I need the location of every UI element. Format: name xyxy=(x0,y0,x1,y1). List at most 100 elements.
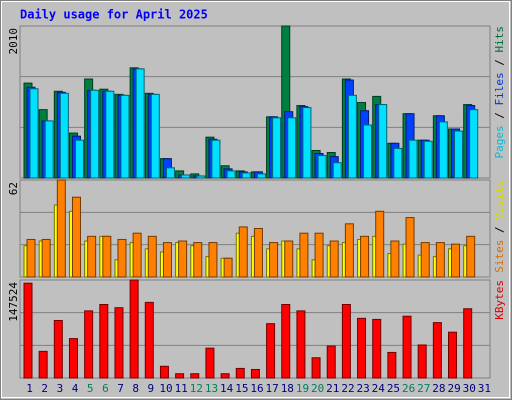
legend-entry: KBytes xyxy=(493,280,506,320)
legend-entry: Sites xyxy=(493,240,506,273)
bar xyxy=(256,173,266,179)
bar xyxy=(87,235,97,278)
bar xyxy=(178,240,188,278)
bar xyxy=(360,235,370,278)
bar xyxy=(375,210,385,278)
bar xyxy=(332,162,342,179)
bar xyxy=(253,228,263,278)
bar xyxy=(363,124,373,179)
x-tick-label: 25 xyxy=(387,382,400,395)
bar xyxy=(135,68,145,179)
bar xyxy=(466,235,476,278)
bar xyxy=(281,304,291,379)
x-tick-label: 13 xyxy=(205,382,218,395)
x-tick-label: 23 xyxy=(357,382,370,395)
x-tick-label: 8 xyxy=(132,382,139,395)
bar xyxy=(84,310,94,379)
bar xyxy=(238,226,248,278)
x-tick-label: 2 xyxy=(41,382,48,395)
x-tick-label: 15 xyxy=(235,382,248,395)
bar xyxy=(417,344,427,379)
bar xyxy=(405,217,415,278)
legend-separator: / xyxy=(493,53,506,73)
bar xyxy=(326,345,336,379)
bar xyxy=(423,140,433,179)
legend-entry: Visits xyxy=(493,180,506,220)
bar xyxy=(56,179,66,278)
bar xyxy=(175,373,185,379)
x-tick-label: 9 xyxy=(148,382,155,395)
x-tick-label: 4 xyxy=(72,382,79,395)
bar xyxy=(53,319,63,379)
y-tick-label: 62 xyxy=(7,182,20,195)
bar xyxy=(296,310,306,379)
bar xyxy=(102,235,112,278)
bar xyxy=(208,242,218,278)
x-tick-label: 5 xyxy=(87,382,94,395)
x-tick-label: 17 xyxy=(266,382,279,395)
x-tick-label: 6 xyxy=(102,382,109,395)
bar xyxy=(159,365,169,379)
bar xyxy=(454,130,464,179)
bar xyxy=(29,88,39,179)
bar xyxy=(463,308,473,379)
bar xyxy=(220,373,230,379)
bar xyxy=(129,279,139,379)
legend: KBytes xyxy=(493,280,506,320)
bar xyxy=(196,175,206,179)
bar xyxy=(147,235,157,278)
bar xyxy=(71,196,81,278)
x-tick-label: 20 xyxy=(311,382,324,395)
bar xyxy=(311,357,321,379)
bar xyxy=(59,92,69,179)
legend: Pages / Files / Hits xyxy=(493,26,506,159)
y-tick-label: 147524 xyxy=(7,282,20,322)
bar xyxy=(347,94,357,179)
x-tick-label: 29 xyxy=(447,382,460,395)
bar xyxy=(120,94,130,179)
x-tick-label: 19 xyxy=(296,382,309,395)
x-tick-label: 27 xyxy=(417,382,430,395)
x-tick-label: 14 xyxy=(220,382,234,395)
bar xyxy=(235,367,245,379)
bar xyxy=(378,104,388,179)
bar xyxy=(74,139,84,179)
bar xyxy=(372,318,382,379)
x-tick-label: 18 xyxy=(281,382,294,395)
bar xyxy=(451,243,461,278)
bar xyxy=(114,307,124,379)
bar xyxy=(420,242,430,278)
x-tick-label: 10 xyxy=(159,382,172,395)
x-tick-label: 24 xyxy=(372,382,386,395)
x-tick-label: 11 xyxy=(175,382,188,395)
x-tick-label: 16 xyxy=(250,382,263,395)
bar xyxy=(193,242,203,278)
bar xyxy=(165,167,175,179)
bar xyxy=(41,238,51,278)
bar xyxy=(469,109,479,179)
bar xyxy=(99,304,109,379)
bar xyxy=(241,172,251,179)
x-tick-label: 28 xyxy=(432,382,445,395)
x-tick-label: 3 xyxy=(57,382,64,395)
bar xyxy=(393,147,403,179)
bar xyxy=(211,139,221,179)
bar xyxy=(438,121,448,179)
bar xyxy=(38,350,48,379)
bar xyxy=(26,238,36,278)
bar xyxy=(435,242,445,278)
bar xyxy=(341,304,351,379)
bar xyxy=(226,170,236,179)
legend-entry: Hits xyxy=(493,26,506,53)
x-tick-label: 26 xyxy=(402,382,415,395)
bar xyxy=(144,301,154,379)
bar xyxy=(132,232,142,278)
legend-entry: Pages xyxy=(493,125,506,158)
bar xyxy=(190,373,200,379)
chart-title: Daily usage for April 2025 xyxy=(20,8,208,22)
bar xyxy=(402,315,412,379)
bar xyxy=(357,317,367,379)
bar xyxy=(314,232,324,278)
